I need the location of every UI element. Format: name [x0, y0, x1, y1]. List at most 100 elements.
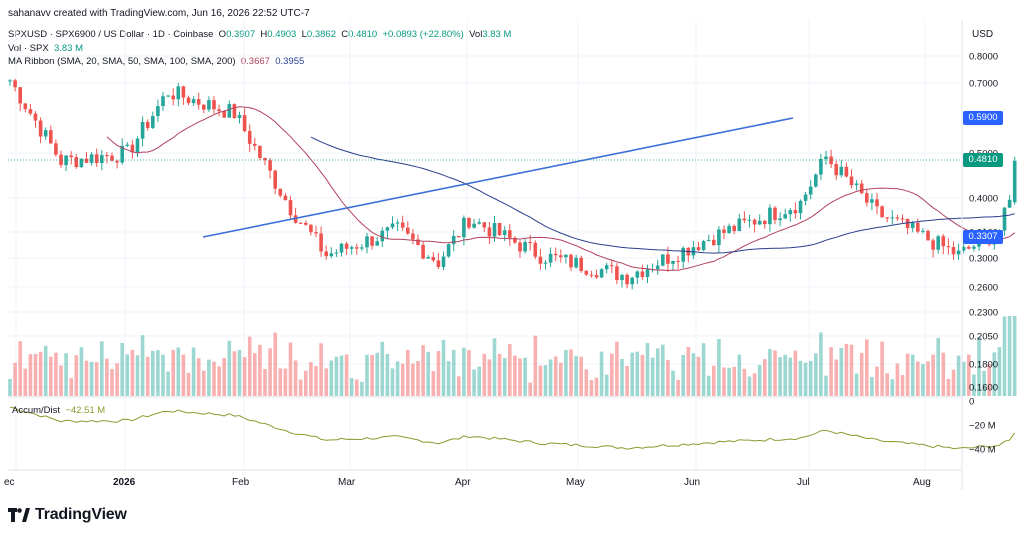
candle-body — [380, 230, 385, 242]
volume-bar — [599, 351, 604, 396]
price-chart[interactable]: USD 0.80000.70000.50000.40000.31000.3000… — [0, 0, 1024, 500]
volume-bar — [298, 379, 303, 396]
volume-bar — [814, 353, 818, 396]
candle-body — [105, 155, 109, 157]
candle-body — [676, 260, 680, 262]
volume-bar — [778, 357, 782, 396]
indicator-tick-label: −40 M — [969, 445, 996, 456]
volume-bar — [895, 363, 900, 396]
volume-bar — [375, 352, 379, 396]
candle-body — [411, 233, 415, 240]
volume-bar — [916, 361, 920, 396]
candle-body — [543, 262, 548, 264]
volume-bar — [548, 359, 553, 396]
volume-bar — [625, 366, 629, 396]
candle-body — [202, 104, 206, 110]
volume-bar — [880, 341, 884, 396]
volume-bar — [217, 366, 221, 396]
candle-body — [717, 229, 721, 246]
candle-body — [237, 115, 242, 119]
candle-body — [242, 115, 247, 131]
candle-body — [916, 222, 920, 232]
candle-body — [400, 222, 405, 228]
volume-bar — [900, 374, 905, 396]
volume-bar — [441, 339, 446, 396]
candle-body — [722, 229, 726, 233]
volume-bar — [630, 352, 634, 396]
volume-bar — [967, 354, 971, 396]
candle-body — [610, 265, 614, 267]
accum-dist-legend[interactable]: Accum/Dist −42.51 M — [12, 405, 105, 416]
candle-body — [8, 80, 12, 82]
candle-body — [79, 158, 84, 168]
volume-bar — [819, 332, 823, 396]
candle-body — [661, 254, 665, 266]
time-axis[interactable]: ec 2026 Feb Mar Apr May Jun Jul Aug — [4, 477, 931, 488]
candle-body — [523, 242, 527, 252]
symbol-title[interactable]: SPXUSD · SPX6900 / US Dollar · 1D · Coin… — [8, 29, 214, 40]
candle-body — [803, 194, 808, 201]
candle-body — [564, 254, 568, 258]
volume-bar — [553, 356, 558, 396]
candle-body — [298, 222, 303, 224]
close-value: 0.4810 — [348, 29, 378, 40]
volume-bar — [329, 360, 334, 396]
price-axis[interactable]: USD 0.80000.70000.50000.40000.31000.3000… — [969, 29, 998, 394]
volume-bar — [502, 358, 507, 396]
ma-ribbon-legend[interactable]: MA Ribbon (SMA, 20, SMA, 50, SMA, 100, S… — [8, 56, 304, 67]
candle-body — [513, 237, 517, 243]
candle-body — [54, 143, 58, 155]
volume-bar — [365, 354, 369, 396]
trendline[interactable] — [202, 117, 794, 238]
candle-body — [788, 210, 793, 215]
candle-body — [258, 145, 262, 159]
volume-bar — [28, 354, 33, 396]
tradingview-logo[interactable]: TradingView — [8, 506, 127, 524]
candle-body — [268, 160, 272, 171]
volume-bar — [951, 369, 956, 396]
volume-bar — [390, 368, 395, 396]
accum-dist-value: −42.51 M — [65, 405, 106, 416]
candle-body — [457, 235, 461, 238]
time-tick-label: 2026 — [113, 477, 136, 488]
volume-bar — [757, 364, 762, 396]
candle-body — [961, 246, 966, 251]
volume-bar — [569, 349, 573, 396]
volume-bar — [196, 358, 201, 396]
candle-body — [972, 246, 976, 249]
volume-bar — [982, 370, 986, 396]
price-tick-label: 0.7000 — [969, 79, 998, 90]
volume-bar — [385, 354, 390, 396]
candle-body — [263, 158, 267, 161]
candle-body — [145, 121, 150, 128]
volume-bar — [334, 356, 339, 396]
candle-body — [865, 193, 869, 203]
candle-body — [1007, 199, 1012, 208]
candle-body — [33, 113, 38, 121]
volume-bar — [717, 339, 721, 396]
close-label: C — [341, 29, 349, 40]
volume-bar — [513, 355, 517, 396]
candle-body — [151, 116, 155, 128]
candle-body — [752, 219, 757, 225]
candle-body — [742, 218, 747, 221]
candle-body — [344, 243, 349, 249]
volume-bar — [360, 381, 364, 396]
volume-bar — [156, 350, 160, 396]
candle-body — [895, 217, 900, 219]
attribution-text: sahanavv created with TradingView.com, J… — [8, 8, 310, 19]
volume-legend[interactable]: Vol · SPX 3.83 M — [8, 43, 83, 54]
candle-body — [712, 239, 716, 246]
volume-bar — [849, 344, 854, 396]
candle-body — [487, 227, 492, 237]
tradingview-logo-icon — [8, 508, 30, 522]
time-tick-label: Jun — [684, 477, 700, 488]
volume-bar — [314, 366, 318, 396]
candle-body — [824, 156, 828, 159]
volume-bar — [202, 370, 206, 396]
volume-bar — [645, 342, 650, 396]
candle-body — [416, 239, 420, 245]
candle-body — [74, 157, 79, 168]
candle-body — [951, 247, 956, 255]
volume-bar — [956, 355, 961, 396]
